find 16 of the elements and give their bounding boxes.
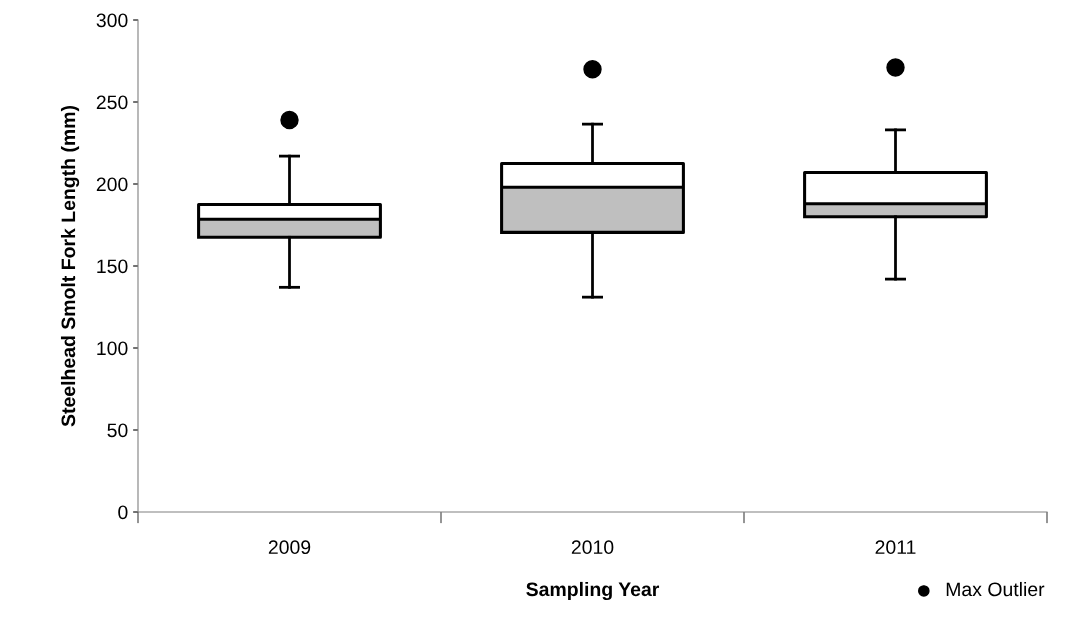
point	[280, 110, 299, 130]
x-tick-label: 2011	[875, 540, 916, 555]
y-tick-label: 150	[97, 259, 128, 274]
legend-label: Max Outlier	[946, 581, 1045, 597]
point	[583, 59, 602, 79]
y-tick-label: 50	[107, 423, 128, 438]
x-tick-label: 2010	[571, 540, 614, 555]
y-tick-label: 300	[96, 13, 128, 28]
x-tick-label: 2009	[268, 540, 311, 555]
y-tick-label: 100	[97, 341, 128, 356]
y-tick-label: 200	[96, 177, 128, 192]
x-axis-title: Sampling Year	[526, 581, 660, 601]
y-tick-label: 0	[118, 505, 128, 520]
y-tick-label: 250	[96, 95, 128, 110]
y-axis-title: Steelhead Smolt Fork Length (mm)	[60, 105, 80, 427]
point	[886, 58, 905, 77]
